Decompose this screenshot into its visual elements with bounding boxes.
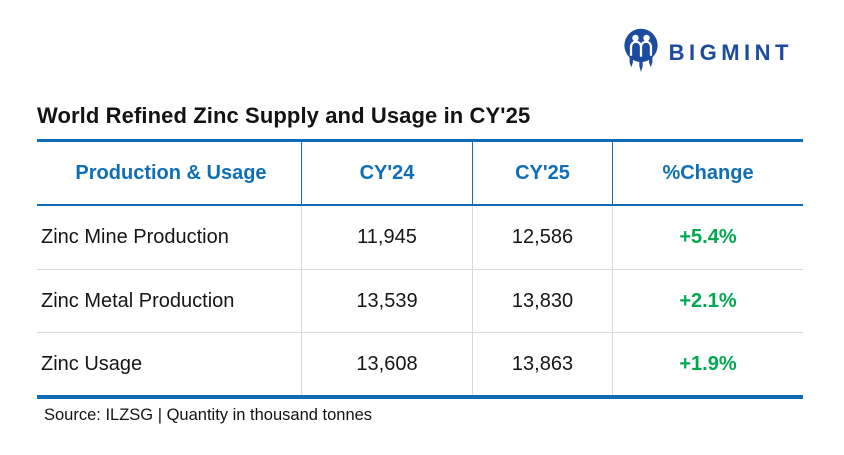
page-title: World Refined Zinc Supply and Usage in C… bbox=[37, 103, 531, 128]
column-header-cy24: CY'24 bbox=[301, 142, 472, 204]
bigmint-logo-icon bbox=[623, 28, 658, 72]
column-header-change: %Change bbox=[612, 142, 803, 204]
brand-name: BIGMINT bbox=[668, 40, 793, 65]
source-note: Source: ILZSG | Quantity in thousand ton… bbox=[44, 406, 373, 424]
cy24-value: 11,945 bbox=[301, 206, 472, 269]
cy25-value: 12,586 bbox=[472, 206, 612, 269]
brand-logo: BIGMINT bbox=[622, 27, 793, 77]
table-row-zinc-mine-production: Zinc Mine Production 11,945 12,586 +5.4% bbox=[37, 206, 803, 269]
change-value: +1.9% bbox=[612, 333, 803, 395]
cy25-value: 13,830 bbox=[472, 270, 612, 332]
row-label: Zinc Usage bbox=[41, 352, 143, 375]
table-header-row: Production & Usage CY'24 CY'25 %Change bbox=[37, 142, 803, 206]
column-header-cy25: CY'25 bbox=[472, 142, 612, 204]
cy25-value: 13,863 bbox=[472, 333, 612, 395]
row-label: Zinc Metal Production bbox=[41, 289, 235, 312]
zinc-supply-table: Production & Usage CY'24 CY'25 %Change Z… bbox=[37, 139, 803, 399]
cy24-value: 13,608 bbox=[301, 333, 472, 395]
table-row-zinc-metal-production: Zinc Metal Production 13,539 13,830 +2.1… bbox=[37, 269, 803, 332]
row-label: Zinc Mine Production bbox=[41, 226, 229, 248]
change-value: +5.4% bbox=[612, 206, 803, 269]
table-row-zinc-usage: Zinc Usage 13,608 13,863 +1.9% bbox=[37, 332, 803, 395]
change-value: +2.1% bbox=[612, 270, 803, 332]
cy24-value: 13,539 bbox=[301, 270, 472, 332]
column-header-production-usage: Production & Usage bbox=[75, 161, 267, 184]
